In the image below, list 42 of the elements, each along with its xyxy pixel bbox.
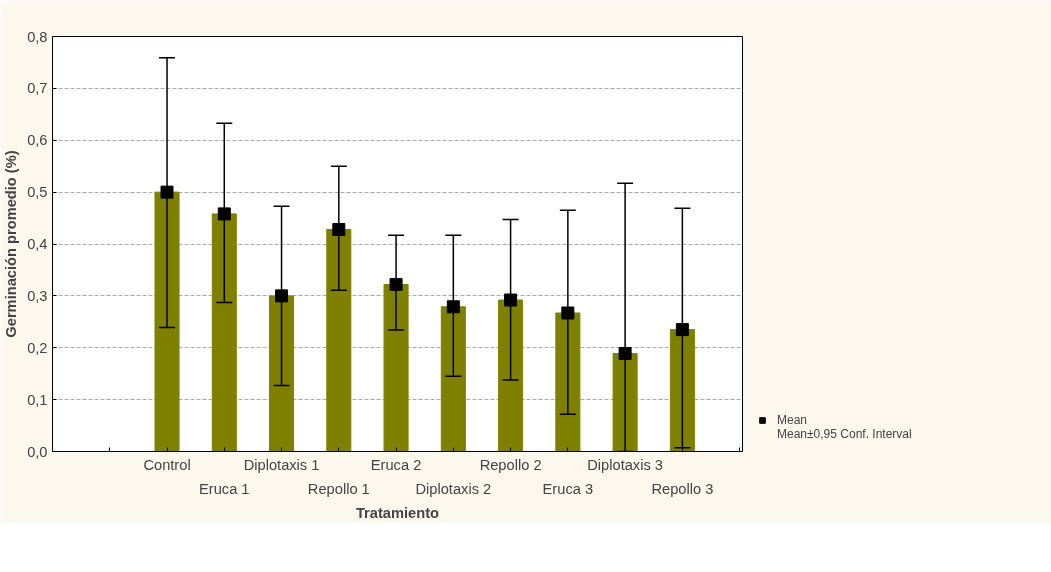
point	[504, 293, 518, 307]
x-tick-label: Diplotaxis 1	[243, 456, 320, 473]
point	[217, 207, 231, 221]
point	[561, 306, 575, 320]
point	[389, 277, 403, 291]
y-tick-label: 0,5	[27, 184, 48, 201]
y-tick-label: 0,4	[27, 236, 48, 252]
x-tick-label: Eruca 2	[370, 456, 422, 473]
bar	[498, 299, 524, 452]
x-tick-label: Repollo 1	[307, 480, 370, 497]
point	[446, 300, 460, 314]
point	[675, 323, 689, 337]
bar	[555, 312, 581, 452]
x-tick-label: Diplotaxis 2	[415, 480, 492, 497]
y-tick-label: 0,2	[27, 339, 48, 356]
x-axis-title: Tratamiento	[355, 504, 440, 521]
bar	[383, 283, 409, 452]
y-tick-label: 0,7	[27, 80, 48, 97]
bar	[154, 191, 180, 452]
x-tick-label: Eruca 1	[199, 480, 250, 497]
x-tick-label: Diplotaxis 3	[587, 456, 663, 473]
bar	[269, 295, 295, 452]
x-tick-label: Repollo 2	[479, 456, 542, 473]
bar	[211, 213, 237, 452]
point	[275, 289, 289, 303]
y-tick-label: 0,0	[27, 443, 48, 460]
y-tick-label: 0,1	[27, 391, 48, 408]
y-tick-label: 0,3	[27, 287, 48, 304]
x-tick-label: Repollo 3	[651, 480, 714, 497]
bar	[669, 329, 695, 452]
point	[332, 222, 346, 236]
bar	[440, 306, 466, 452]
legend-label: Mean	[777, 413, 808, 427]
point	[160, 185, 174, 199]
bar	[326, 228, 352, 452]
point	[618, 346, 632, 360]
y-tick-label: 0,6	[27, 132, 48, 149]
y-tick-label: 0,8	[27, 28, 48, 45]
x-tick-label: Control	[143, 456, 191, 473]
text: Mean±0,95 Conf. Interval	[777, 427, 912, 441]
y-axis-title: Germinación promedio (%)	[3, 150, 20, 338]
x-tick-label: Eruca 3	[542, 480, 594, 497]
